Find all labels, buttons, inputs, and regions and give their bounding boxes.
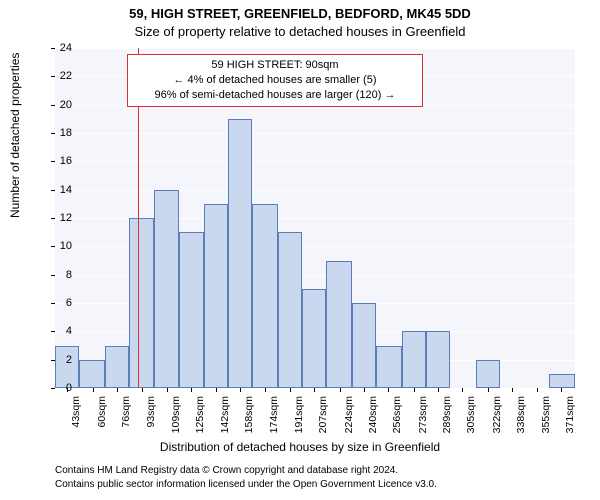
- x-tick-mark: [488, 388, 489, 392]
- x-tick-label: 355sqm: [540, 396, 552, 456]
- x-tick-label: 60sqm: [96, 396, 108, 456]
- x-tick-mark: [67, 388, 68, 392]
- x-tick-mark: [265, 388, 266, 392]
- y-tick-mark: [51, 105, 55, 106]
- x-tick-label: 338sqm: [515, 396, 527, 456]
- x-tick-label: 93sqm: [145, 396, 157, 456]
- y-tick-mark: [51, 275, 55, 276]
- histogram-bar: [302, 289, 326, 388]
- annotation-line-1: 59 HIGH STREET: 90sqm: [134, 58, 416, 73]
- x-tick-mark: [512, 388, 513, 392]
- y-tick-mark: [51, 388, 55, 389]
- credits-line-1: Contains HM Land Registry data © Crown c…: [55, 464, 437, 478]
- histogram-bar: [278, 232, 302, 388]
- x-tick-label: 142sqm: [219, 396, 231, 456]
- y-tick-mark: [51, 246, 55, 247]
- histogram-bar: [79, 360, 105, 388]
- histogram-bar: [402, 331, 426, 388]
- x-tick-mark: [240, 388, 241, 392]
- x-tick-mark: [191, 388, 192, 392]
- histogram-bar: [549, 374, 575, 388]
- histogram-bar: [352, 303, 376, 388]
- y-tick-mark: [51, 303, 55, 304]
- page-subtitle: Size of property relative to detached ho…: [0, 24, 600, 39]
- x-tick-label: 256sqm: [391, 396, 403, 456]
- x-tick-label: 289sqm: [441, 396, 453, 456]
- x-tick-mark: [216, 388, 217, 392]
- x-tick-label: 76sqm: [120, 396, 132, 456]
- gridline: [55, 133, 575, 134]
- annotation-box: 59 HIGH STREET: 90sqm← 4% of detached ho…: [127, 54, 423, 107]
- y-tick-mark: [51, 360, 55, 361]
- page-title: 59, HIGH STREET, GREENFIELD, BEDFORD, MK…: [0, 6, 600, 21]
- x-tick-mark: [537, 388, 538, 392]
- y-tick-mark: [51, 218, 55, 219]
- x-tick-mark: [388, 388, 389, 392]
- x-tick-label: 305sqm: [465, 396, 477, 456]
- x-tick-label: 322sqm: [491, 396, 503, 456]
- histogram-bar: [179, 232, 205, 388]
- x-tick-label: 273sqm: [417, 396, 429, 456]
- x-tick-label: 174sqm: [268, 396, 280, 456]
- histogram-bar: [252, 204, 278, 388]
- x-tick-mark: [167, 388, 168, 392]
- x-tick-mark: [340, 388, 341, 392]
- x-tick-mark: [414, 388, 415, 392]
- x-tick-mark: [438, 388, 439, 392]
- x-tick-label: 158sqm: [243, 396, 255, 456]
- annotation-line-3: 96% of semi-detached houses are larger (…: [134, 88, 416, 103]
- histogram-bar: [105, 346, 129, 389]
- x-tick-label: 371sqm: [564, 396, 576, 456]
- gridline: [55, 190, 575, 191]
- gridline: [55, 48, 575, 49]
- annotation-line-2: ← 4% of detached houses are smaller (5): [134, 73, 416, 88]
- x-tick-label: 191sqm: [293, 396, 305, 456]
- x-tick-label: 109sqm: [170, 396, 182, 456]
- x-tick-mark: [561, 388, 562, 392]
- gridline: [55, 161, 575, 162]
- y-tick-mark: [51, 48, 55, 49]
- credits-line-2: Contains public sector information licen…: [55, 478, 437, 492]
- x-tick-label: 224sqm: [343, 396, 355, 456]
- histogram-bar: [426, 331, 450, 388]
- x-tick-mark: [142, 388, 143, 392]
- y-axis-label: Number of detached properties: [8, 53, 22, 218]
- histogram-bar: [154, 190, 178, 388]
- histogram-bar: [228, 119, 252, 388]
- y-tick-mark: [51, 331, 55, 332]
- x-tick-mark: [117, 388, 118, 392]
- histogram-plot: 59 HIGH STREET: 90sqm← 4% of detached ho…: [55, 48, 575, 388]
- credits-text: Contains HM Land Registry data © Crown c…: [55, 464, 437, 491]
- histogram-bar: [129, 218, 155, 388]
- x-tick-mark: [364, 388, 365, 392]
- x-tick-label: 125sqm: [194, 396, 206, 456]
- y-tick-mark: [51, 76, 55, 77]
- y-tick-mark: [51, 161, 55, 162]
- x-tick-label: 240sqm: [367, 396, 379, 456]
- y-tick-mark: [51, 133, 55, 134]
- histogram-bar: [326, 261, 352, 389]
- histogram-bar: [376, 346, 402, 389]
- y-tick-mark: [51, 190, 55, 191]
- x-tick-mark: [462, 388, 463, 392]
- x-tick-label: 43sqm: [70, 396, 82, 456]
- x-tick-mark: [93, 388, 94, 392]
- histogram-bar: [204, 204, 228, 388]
- x-tick-label: 207sqm: [317, 396, 329, 456]
- histogram-bar: [476, 360, 500, 388]
- x-tick-mark: [290, 388, 291, 392]
- x-tick-mark: [314, 388, 315, 392]
